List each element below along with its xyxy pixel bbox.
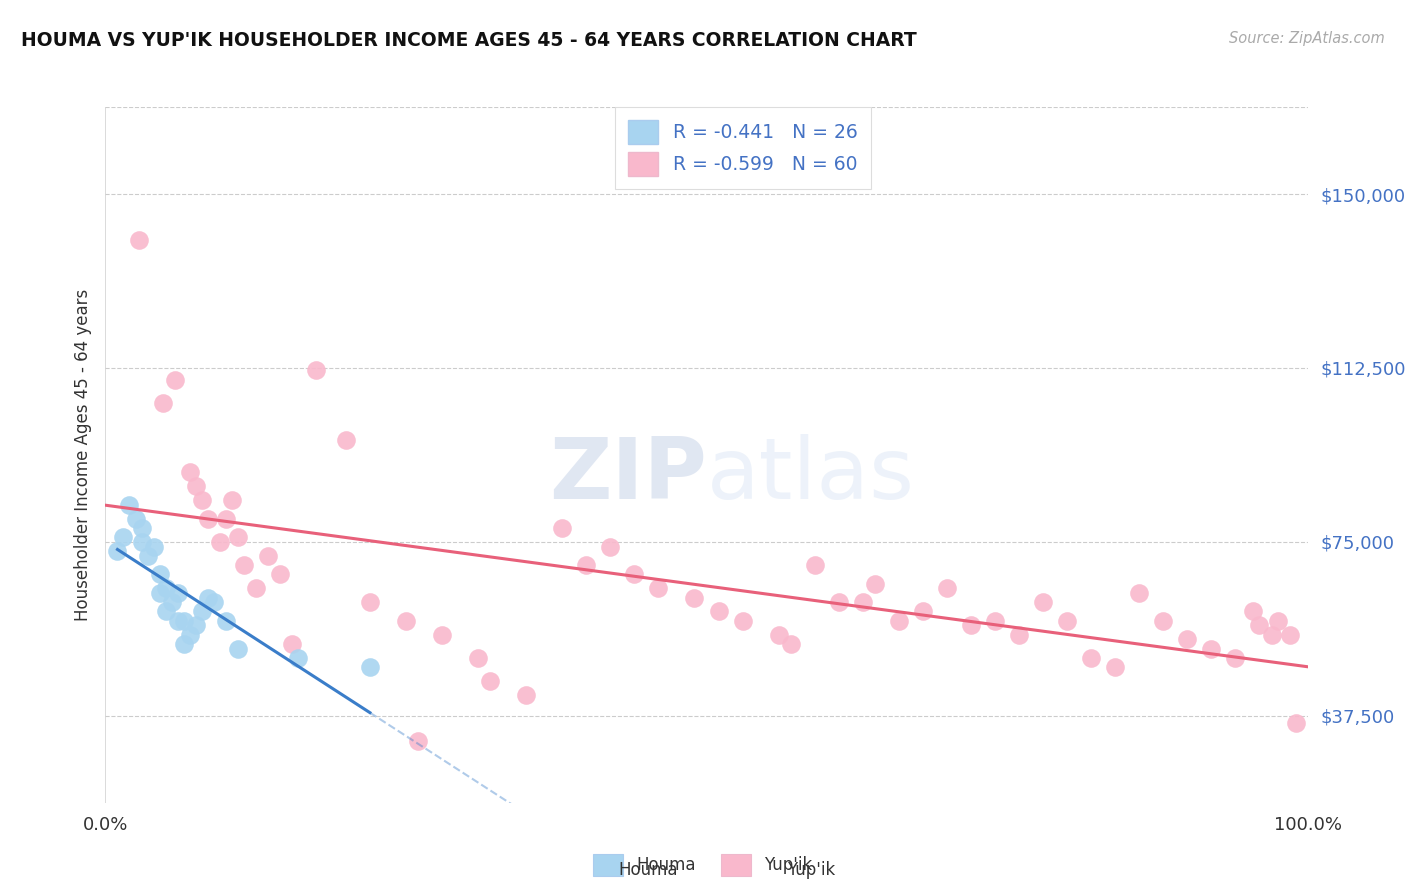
Point — [1225, 651, 1247, 665]
Point — [335, 433, 357, 447]
Point — [467, 651, 489, 665]
Text: atlas: atlas — [707, 434, 914, 517]
Point — [155, 605, 177, 619]
Point — [479, 674, 502, 689]
Point — [707, 605, 730, 619]
Point — [1249, 618, 1271, 632]
Text: HOUMA VS YUP'IK HOUSEHOLDER INCOME AGES 45 - 64 YEARS CORRELATION CHART: HOUMA VS YUP'IK HOUSEHOLDER INCOME AGES … — [21, 31, 917, 50]
Point — [911, 605, 934, 619]
Point — [148, 586, 170, 600]
Point — [887, 614, 910, 628]
Y-axis label: Householder Income Ages 45 - 64 years: Householder Income Ages 45 - 64 years — [73, 289, 91, 621]
Point — [184, 479, 207, 493]
Point — [599, 540, 621, 554]
Point — [136, 549, 159, 563]
Point — [221, 493, 243, 508]
Point — [1260, 628, 1282, 642]
Point — [551, 521, 574, 535]
Point — [779, 637, 801, 651]
Point — [166, 586, 188, 600]
Text: Houma: Houma — [619, 861, 678, 879]
Point — [1104, 660, 1126, 674]
Point — [142, 540, 165, 554]
Point — [1056, 614, 1078, 628]
Point — [226, 530, 249, 544]
Point — [128, 233, 150, 247]
Point — [1152, 614, 1174, 628]
Point — [165, 373, 187, 387]
Point — [179, 466, 201, 480]
Point — [1201, 641, 1223, 656]
Point — [731, 614, 754, 628]
Point — [232, 558, 254, 573]
Point — [281, 637, 304, 651]
Point — [852, 595, 875, 609]
Point — [269, 567, 291, 582]
Point — [768, 628, 790, 642]
Point — [803, 558, 825, 573]
Point — [190, 493, 212, 508]
Point — [107, 544, 129, 558]
Point — [155, 582, 177, 596]
Point — [202, 595, 225, 609]
Point — [148, 567, 170, 582]
Point — [828, 595, 851, 609]
Point — [245, 582, 267, 596]
Point — [1128, 586, 1150, 600]
Point — [1267, 614, 1289, 628]
Point — [208, 534, 231, 549]
Point — [359, 595, 381, 609]
Point — [1243, 605, 1265, 619]
Point — [214, 511, 236, 525]
Text: Yup'ik: Yup'ik — [787, 861, 835, 879]
Point — [173, 637, 195, 651]
Point — [863, 576, 886, 591]
Point — [575, 558, 598, 573]
Point — [359, 660, 381, 674]
Point — [179, 628, 201, 642]
Point — [131, 521, 153, 535]
Point — [1080, 651, 1102, 665]
Point — [166, 614, 188, 628]
Point — [131, 534, 153, 549]
Point — [305, 363, 328, 377]
Point — [395, 614, 418, 628]
Point — [430, 628, 453, 642]
Point — [256, 549, 278, 563]
Point — [190, 605, 212, 619]
Point — [118, 498, 141, 512]
Point — [197, 591, 219, 605]
Point — [112, 530, 135, 544]
Legend: R = -0.441   N = 26, R = -0.599   N = 60: R = -0.441 N = 26, R = -0.599 N = 60 — [614, 107, 870, 189]
Point — [1175, 632, 1198, 647]
Point — [406, 734, 429, 748]
Legend: Houma, Yup'ik: Houma, Yup'ik — [593, 854, 813, 876]
Text: Source: ZipAtlas.com: Source: ZipAtlas.com — [1229, 31, 1385, 46]
Point — [184, 618, 207, 632]
Point — [214, 614, 236, 628]
Text: ZIP: ZIP — [548, 434, 707, 517]
Point — [1278, 628, 1301, 642]
Point — [647, 582, 669, 596]
Point — [173, 614, 195, 628]
Point — [160, 595, 183, 609]
Point — [936, 582, 959, 596]
Point — [683, 591, 706, 605]
Point — [623, 567, 645, 582]
Point — [226, 641, 249, 656]
Point — [515, 688, 537, 702]
Point — [960, 618, 983, 632]
Point — [1008, 628, 1031, 642]
Point — [1032, 595, 1054, 609]
Point — [197, 511, 219, 525]
Point — [287, 651, 309, 665]
Point — [152, 396, 174, 410]
Point — [124, 511, 146, 525]
Point — [984, 614, 1007, 628]
Point — [1284, 715, 1306, 730]
